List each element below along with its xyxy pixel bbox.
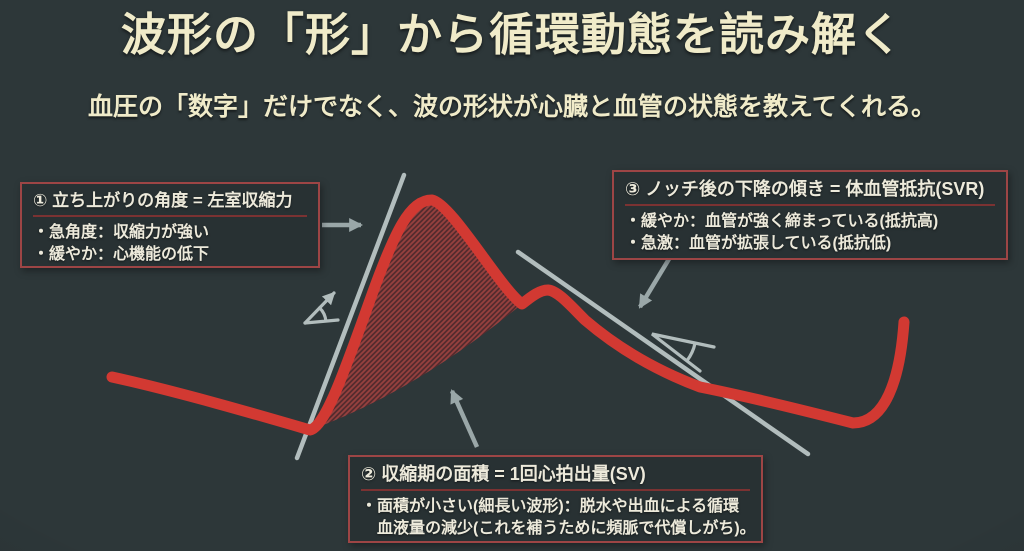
annotation-bullet: ・面積が小さい(細長い波形)：脱水や出血による循環 — [361, 497, 740, 515]
annotation-bullet: ・急激：血管が拡張している(抵抗低) — [625, 235, 892, 253]
annotation-box-area: ② 収縮期の面積 = 1回心拍出量(SV) ・面積が小さい(細長い波形)：脱水や… — [348, 455, 763, 543]
upstroke-tangent-line — [294, 172, 407, 461]
downslope-angle-icon — [651, 332, 716, 373]
annotation-box-upstroke: ① 立ち上がりの角度 = 左室収縮力 ・急角度：収縮力が強い ・緩やか：心機能の… — [20, 182, 320, 268]
arterial-pressure-waveform — [106, 194, 910, 436]
area-pointer-arrow-icon — [449, 389, 480, 448]
annotation-bullet: ・緩やか：心機能の低下 — [33, 246, 210, 264]
systolic-area-hatch — [310, 200, 522, 430]
annotation-bullet-continuation: 血液量の減少(これを補うために頻脈で代償しがち)。 — [377, 520, 756, 538]
upstroke-angle-arrow-icon — [303, 291, 336, 325]
annotation-bullet: ・緩やか：血管が強く締まっている(抵抗高) — [625, 212, 939, 230]
annotation-title: ① 立ち上がりの角度 = 左室収縮力 — [33, 191, 293, 210]
svr-pointer-arrow-icon — [638, 257, 671, 309]
annotation-bullet: ・急角度：収縮力が強い — [33, 223, 210, 241]
page-title: 波形の「形」から循環動態を読み解く — [120, 9, 903, 60]
page-subtitle: 血圧の「数字」だけでなく、波の形状が心臓と血管の状態を教えてくれる。 — [87, 93, 936, 121]
divider — [361, 488, 750, 491]
divider — [625, 203, 995, 206]
annotation-title: ③ ノッチ後の下降の傾き = 体血管抵抗(SVR) — [625, 179, 985, 199]
annotation-title: ② 収縮期の面積 = 1回心拍出量(SV) — [361, 464, 646, 484]
upstroke-angle-icon — [303, 306, 340, 325]
divider — [33, 214, 307, 217]
annotation-box-svr: ③ ノッチ後の下降の傾き = 体血管抵抗(SVR) ・緩やか：血管が強く締まって… — [612, 170, 1008, 260]
downslope-tangent-line — [515, 249, 811, 457]
